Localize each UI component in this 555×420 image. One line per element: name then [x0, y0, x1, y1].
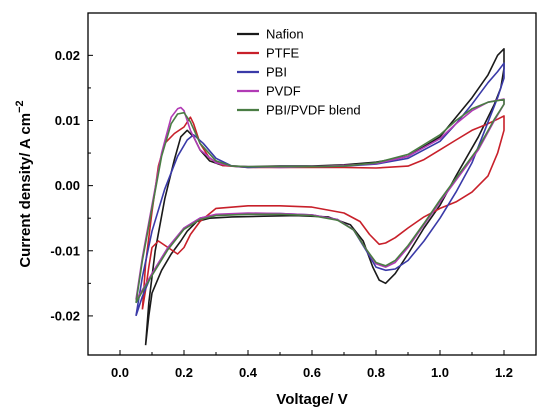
x-tick-label: 0.8	[367, 365, 385, 380]
y-axis-ticks: -0.02 -0.01 0.00 0.01 0.02	[50, 48, 93, 323]
x-tick-label: 0.4	[239, 365, 258, 380]
legend-label-pbi: PBI	[266, 65, 287, 80]
y-tick-label: 0.02	[55, 48, 80, 63]
series-line-pbi-pvdf-blend	[135, 98, 505, 304]
series-line-nafion	[144, 47, 505, 346]
legend-label-pbi-pvdf-blend: PBI/PVDF blend	[266, 103, 361, 118]
legend: Nafion PTFE PBI PVDF PBI/PVDF blend	[237, 27, 361, 118]
x-tick-label: 0.2	[175, 365, 193, 380]
x-tick-label: 1.0	[431, 365, 449, 380]
y-tick-label: 0.00	[55, 178, 80, 193]
y-axis-title-exponent: −2	[14, 100, 26, 113]
x-tick-label: 0.6	[303, 365, 321, 380]
y-axis-title-main: Current density/ A cm	[17, 113, 34, 268]
x-axis-ticks: 0.0 0.2 0.4 0.6 0.8 1.0 1.2	[111, 350, 513, 380]
legend-label-pvdf: PVDF	[266, 84, 301, 99]
y-axis-title: Current density/ A cm−2	[14, 100, 34, 267]
x-tick-label: 1.2	[495, 365, 513, 380]
series-line-pvdf	[135, 98, 505, 301]
x-tick-label: 0.0	[111, 365, 129, 380]
y-tick-label: -0.02	[50, 308, 80, 323]
legend-label-ptfe: PTFE	[266, 46, 300, 61]
series-line-ptfe	[141, 115, 505, 310]
legend-label-nafion: Nafion	[266, 27, 304, 42]
series-layer	[135, 47, 505, 346]
x-axis-title: Voltage/ V	[276, 391, 347, 408]
y-tick-label: 0.01	[55, 113, 80, 128]
y-tick-label: -0.01	[50, 243, 80, 258]
